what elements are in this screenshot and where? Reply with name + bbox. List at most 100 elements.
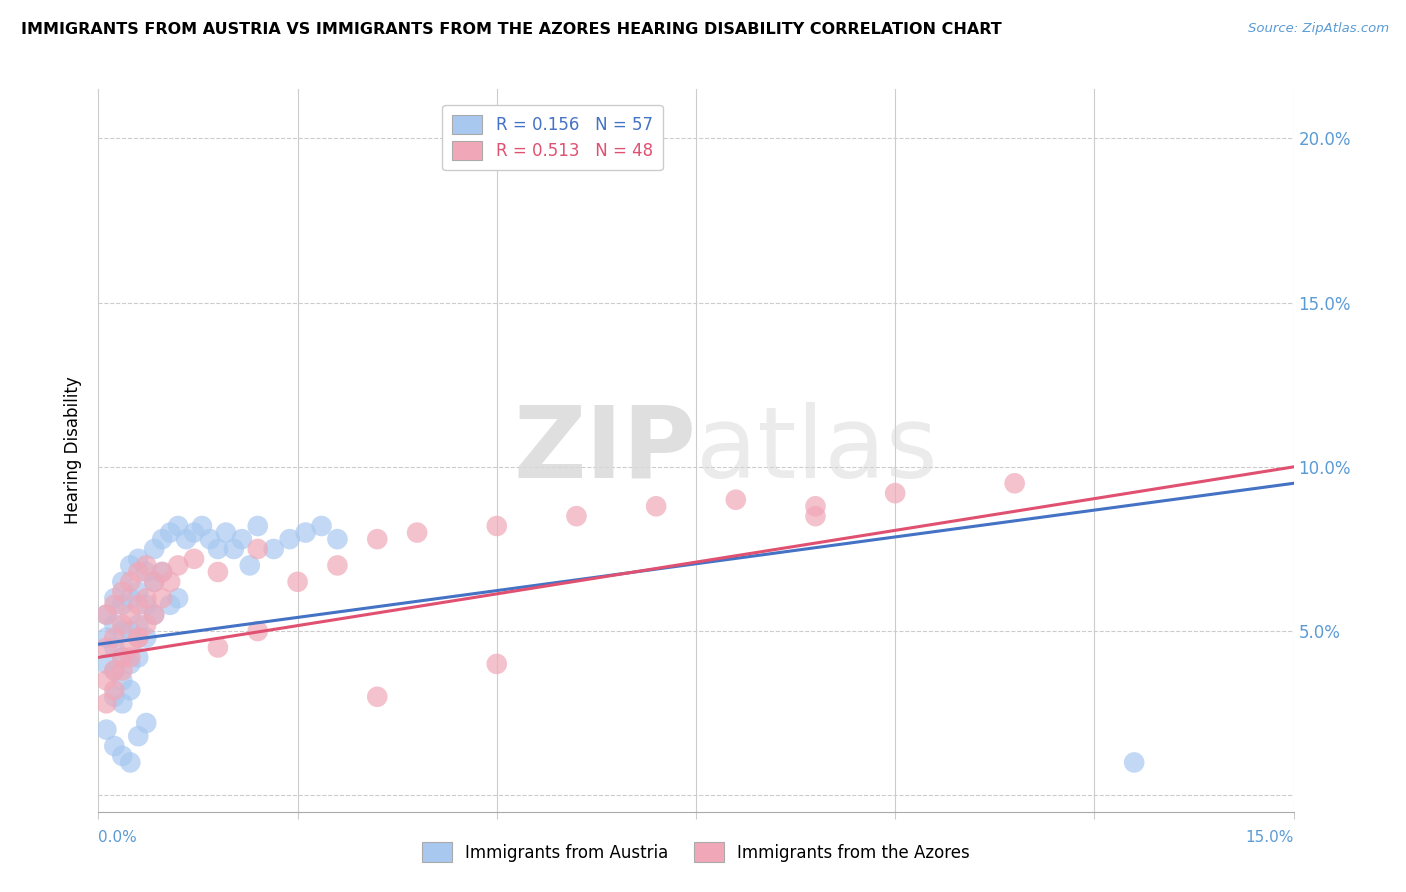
Point bbox=[96, 696, 118, 710]
Point bbox=[111, 617, 134, 632]
Point bbox=[191, 519, 214, 533]
Point bbox=[103, 690, 125, 704]
Point bbox=[103, 591, 125, 606]
Point bbox=[485, 519, 508, 533]
Point bbox=[143, 607, 166, 622]
Point bbox=[111, 664, 134, 678]
Point bbox=[231, 532, 253, 546]
Point bbox=[96, 640, 118, 655]
Point bbox=[207, 565, 229, 579]
Point bbox=[135, 598, 157, 612]
Point bbox=[150, 565, 173, 579]
Point bbox=[645, 500, 668, 514]
Point bbox=[278, 532, 301, 546]
Point bbox=[127, 565, 149, 579]
Point bbox=[246, 519, 269, 533]
Point bbox=[167, 558, 190, 573]
Point bbox=[239, 558, 262, 573]
Text: atlas: atlas bbox=[696, 402, 938, 499]
Point bbox=[103, 631, 125, 645]
Point bbox=[565, 509, 588, 524]
Point bbox=[198, 532, 221, 546]
Point bbox=[111, 650, 134, 665]
Point bbox=[167, 519, 190, 533]
Point bbox=[127, 617, 149, 632]
Point bbox=[159, 574, 181, 589]
Point bbox=[120, 607, 142, 622]
Point bbox=[207, 640, 229, 655]
Point bbox=[135, 565, 157, 579]
Point bbox=[150, 532, 173, 546]
Point bbox=[143, 541, 166, 556]
Point bbox=[135, 716, 157, 731]
Point bbox=[96, 607, 118, 622]
Point bbox=[120, 558, 142, 573]
Point bbox=[103, 640, 125, 655]
Point bbox=[127, 584, 149, 599]
Text: ZIP: ZIP bbox=[513, 402, 696, 499]
Point bbox=[485, 657, 508, 671]
Point bbox=[96, 673, 118, 688]
Point bbox=[263, 541, 285, 556]
Point bbox=[127, 598, 149, 612]
Point bbox=[103, 664, 125, 678]
Point bbox=[111, 624, 134, 639]
Text: 0.0%: 0.0% bbox=[98, 830, 138, 845]
Point bbox=[111, 696, 134, 710]
Point bbox=[135, 591, 157, 606]
Point bbox=[215, 525, 238, 540]
Text: Source: ZipAtlas.com: Source: ZipAtlas.com bbox=[1249, 22, 1389, 36]
Point bbox=[326, 532, 349, 546]
Point bbox=[111, 650, 134, 665]
Point bbox=[135, 617, 157, 632]
Point bbox=[96, 631, 118, 645]
Y-axis label: Hearing Disability: Hearing Disability bbox=[63, 376, 82, 524]
Point bbox=[96, 723, 118, 737]
Point bbox=[294, 525, 316, 540]
Point bbox=[143, 607, 166, 622]
Point bbox=[804, 500, 827, 514]
Point bbox=[287, 574, 309, 589]
Point bbox=[120, 683, 142, 698]
Point bbox=[120, 650, 142, 665]
Point bbox=[174, 532, 197, 546]
Point bbox=[111, 748, 134, 763]
Point bbox=[96, 607, 118, 622]
Point bbox=[120, 591, 142, 606]
Point bbox=[103, 617, 125, 632]
Point bbox=[150, 565, 173, 579]
Legend: Immigrants from Austria, Immigrants from the Azores: Immigrants from Austria, Immigrants from… bbox=[415, 836, 977, 869]
Point bbox=[120, 756, 142, 770]
Text: 15.0%: 15.0% bbox=[1246, 830, 1294, 845]
Point bbox=[103, 683, 125, 698]
Point bbox=[884, 486, 907, 500]
Point bbox=[246, 541, 269, 556]
Point bbox=[127, 551, 149, 566]
Point bbox=[120, 624, 142, 639]
Point bbox=[724, 492, 747, 507]
Point bbox=[135, 558, 157, 573]
Point bbox=[246, 624, 269, 639]
Point bbox=[406, 525, 429, 540]
Point bbox=[207, 541, 229, 556]
Point bbox=[111, 598, 134, 612]
Point bbox=[366, 532, 388, 546]
Point bbox=[96, 657, 118, 671]
Point bbox=[111, 584, 134, 599]
Point bbox=[143, 574, 166, 589]
Point bbox=[159, 598, 181, 612]
Point bbox=[103, 598, 125, 612]
Point bbox=[1004, 476, 1026, 491]
Point bbox=[127, 631, 149, 645]
Point bbox=[103, 739, 125, 753]
Point bbox=[183, 525, 205, 540]
Point bbox=[120, 657, 142, 671]
Point bbox=[326, 558, 349, 573]
Point bbox=[167, 591, 190, 606]
Point bbox=[804, 509, 827, 524]
Point bbox=[111, 673, 134, 688]
Point bbox=[143, 574, 166, 589]
Point bbox=[150, 591, 173, 606]
Text: IMMIGRANTS FROM AUSTRIA VS IMMIGRANTS FROM THE AZORES HEARING DISABILITY CORRELA: IMMIGRANTS FROM AUSTRIA VS IMMIGRANTS FR… bbox=[21, 22, 1002, 37]
Point bbox=[103, 664, 125, 678]
